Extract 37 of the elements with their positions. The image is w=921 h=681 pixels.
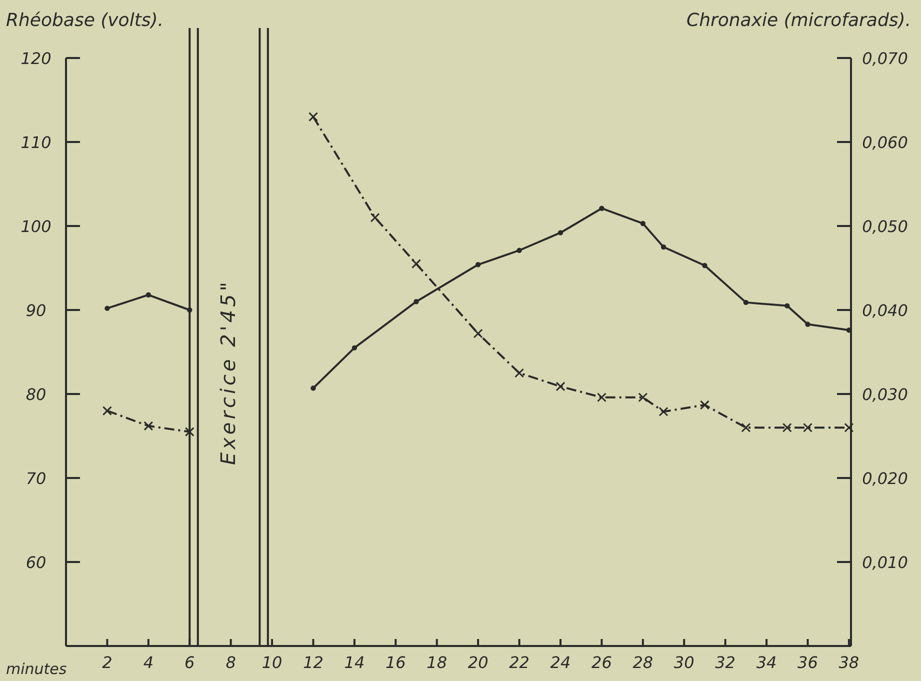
y-tick-label: 70 [26,469,46,488]
y2-tick-label: 0,060 [862,133,908,152]
x-tick-label: 18 [426,653,448,672]
x-tick-label: 20 [468,653,488,672]
annotation: Exercice 2'45" [216,278,240,466]
x-tick-label: 4 [143,653,154,672]
y2-tick-label: 0,040 [862,301,908,320]
x-tick-label: 8 [226,653,236,672]
x-tick-label: 38 [838,653,860,672]
y2-tick-label: 0,070 [862,49,908,68]
y-tick-label: 110 [20,133,52,152]
x-tick-label: 10 [262,653,282,672]
y-tick-label: 120 [20,49,52,68]
x-tick-label: 16 [385,653,406,672]
y2-tick-label: 0,050 [862,217,908,236]
y2-tick-label: 0,030 [862,385,908,404]
x-tick-label: 6 [184,653,195,672]
y2-tick-label: 0,010 [862,553,908,572]
y-tick-label: 100 [20,217,52,236]
y2-tick-label: 0,020 [862,469,908,488]
x-tick-label: 28 [632,653,654,672]
x-tick-label: 22 [509,653,530,672]
x-tick-label: 24 [550,653,571,672]
x-axis-title: minutes [6,660,67,678]
x-tick-label: 2 [102,653,112,672]
x-tick-label: 36 [798,653,818,672]
y-tick-label: 60 [26,553,46,572]
x-tick-label: 12 [303,653,324,672]
x-tick-label: 26 [592,653,612,672]
y-axis-title: Rhéobase (volts). [6,10,164,31]
y-tick-label: 90 [26,301,46,320]
x-tick-label: 30 [674,653,694,672]
y-tick-label: 80 [26,385,46,404]
y2-axis-title: Chronaxie (microfarads). [686,10,911,31]
x-tick-label: 14 [344,653,365,672]
x-tick-label: 34 [756,653,777,672]
x-tick-label: 32 [715,653,736,672]
